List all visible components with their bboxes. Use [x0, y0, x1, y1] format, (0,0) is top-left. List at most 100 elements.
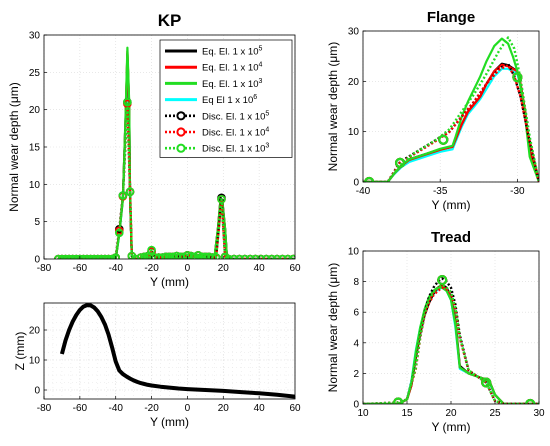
kp-series-6-marker	[82, 254, 92, 259]
kp-series-6-marker	[211, 253, 221, 259]
flange-y-tick-label-3: 30	[348, 27, 360, 38]
profile-y-tick-label-0: 0	[34, 386, 40, 397]
profile-x-tick-label-6: 40	[254, 403, 266, 414]
legend: Eq. El. 1 x 105 Eq. El. 1 x 104 Eq. El. 1 …	[159, 39, 293, 158]
profile-x-tick-label-4: 0	[185, 403, 191, 414]
kp-series-6-marker	[147, 245, 156, 255]
flange-marker-disc1e3-3	[512, 72, 523, 83]
kp-series-6-marker	[220, 252, 230, 259]
kp-series-6-marker	[262, 254, 271, 259]
kp-y-tick-label-4: 20	[29, 105, 41, 116]
profile-x-tick-label-3: -20	[144, 403, 159, 414]
tread-y-tick-label-3: 6	[353, 308, 359, 319]
kp-series-6-marker	[93, 254, 103, 259]
flange-series-6-line	[363, 36, 539, 182]
tread-title: Tread	[431, 229, 471, 246]
kp-x-tick-label-3: -20	[144, 263, 159, 274]
flange-x-tick-label-0: -40	[356, 186, 371, 197]
tread-x-tick-label-4: 30	[533, 408, 545, 419]
kp-series-6-marker	[75, 254, 85, 259]
kp-title: KP	[158, 11, 182, 30]
kp-series-group	[54, 46, 295, 259]
kp-series-6-marker	[267, 254, 276, 259]
flange-axes-box	[362, 30, 540, 183]
legend-label-4: Disc. El. 1 x 105	[202, 110, 269, 122]
kp-x-axis-label: Y (mm)	[150, 275, 189, 289]
flange-y-tick-label-0: 0	[353, 178, 359, 189]
flange-series-group	[363, 36, 539, 182]
tread-y-tick-label-4: 8	[353, 277, 359, 288]
kp-series-6-marker	[79, 254, 88, 259]
kp-series-6-marker	[71, 254, 81, 259]
tread-series-6-line	[363, 283, 539, 404]
legend-label-0: Eq. El. 1 x 105	[202, 46, 263, 58]
kp-series-6-marker	[115, 228, 124, 238]
kp-series-6-marker	[54, 254, 63, 259]
profile-y-axis-label: Z (mm)	[13, 332, 27, 371]
flange-marker-disc1e3-0	[364, 176, 375, 182]
tread-y-tick-label-0: 0	[353, 400, 359, 411]
flange-marker-disc1e3-2	[438, 134, 449, 145]
tread-series-3-line	[363, 286, 539, 404]
profile-series-0-line	[59, 303, 295, 399]
flange-x-axis-label: Y (mm)	[431, 198, 470, 212]
profile-series-group	[59, 303, 295, 399]
tread-series-group	[363, 274, 539, 404]
legend-label-6: Disc. El. 1 x 103	[202, 143, 269, 155]
kp-series-6-marker	[104, 254, 113, 259]
tread-y-axis-label: Normal wear depth (μm)	[326, 263, 340, 393]
profile-x-tick-label-7: 60	[289, 403, 301, 414]
kp-series-6-marker	[57, 254, 67, 259]
legend-label-3: Eq El 1 x 106	[202, 94, 257, 106]
kp-series-6-marker	[97, 254, 106, 259]
kp-x-tick-label-0: -80	[37, 263, 52, 274]
profile-y-tick-label-2: 20	[29, 326, 41, 337]
flange-series-5-line	[363, 63, 539, 182]
flange-panel: -40 -35 -30 0 10 20 30 Y (mm) Normal wear depth …	[326, 9, 540, 212]
legend-marker-6	[176, 143, 186, 153]
flange-x-tick-label-2: -30	[510, 186, 525, 197]
kp-panel: -80 -60 -40 -20 0 20 40 60 0 5 10 15 20 25 30 Y (mm) Nor…	[7, 11, 301, 289]
kp-y-tick-label-0: 0	[34, 255, 40, 266]
profile-x-tick-label-5: 20	[218, 403, 230, 414]
kp-series-6-marker	[208, 253, 217, 259]
profile-x-tick-label-0: -80	[37, 403, 52, 414]
kp-x-tick-label-5: 20	[218, 263, 230, 274]
kp-x-tick-label-7: 60	[289, 263, 301, 274]
kp-series-6-marker	[111, 253, 121, 259]
legend-label-1: Eq. El. 1 x 104	[202, 62, 263, 74]
kp-series-6-marker	[229, 254, 239, 259]
legend-marker-5	[176, 127, 186, 137]
kp-y-tick-label-1: 5	[34, 217, 40, 228]
kp-series-6-marker	[123, 97, 132, 107]
kp-series-6-marker	[131, 254, 140, 259]
flange-title: Flange	[427, 9, 475, 26]
kp-y-axis-label: Normal wear depth (μm)	[7, 82, 21, 212]
tread-x-axis-label: Y (mm)	[431, 420, 470, 434]
tread-panel: 10 15 20 25 30 0 2 4 6 8 10 Y (mm) Normal wear depth…	[326, 229, 545, 434]
kp-series-6-marker	[61, 254, 70, 259]
tread-x-tick-label-2: 20	[445, 408, 457, 419]
kp-series-6-marker	[278, 254, 287, 259]
profile-axes-box	[43, 302, 296, 400]
flange-y-tick-label-2: 20	[348, 77, 360, 88]
flange-y-axis-label: Normal wear depth (μm)	[326, 42, 340, 172]
tread-marker-disc1e3-0	[393, 397, 404, 404]
kp-series-6-marker	[68, 254, 77, 259]
profile-x-tick-label-2: -40	[108, 403, 123, 414]
tread-x-tick-label-1: 15	[401, 408, 413, 419]
kp-series-6-marker	[118, 191, 128, 200]
kp-series-6-marker	[125, 187, 135, 197]
profile-y-tick-label-1: 10	[29, 356, 41, 367]
kp-series-6-marker	[240, 254, 250, 259]
kp-x-tick-label-1: -60	[73, 263, 88, 274]
profile-panel: -80 -60 -40 -20 0 20 40 60 0 10 20 Y (mm) Z (mm)	[13, 302, 301, 429]
kp-series-6-marker	[283, 254, 293, 259]
kp-series-6-marker	[235, 254, 244, 259]
tread-y-tick-label-2: 4	[353, 338, 359, 349]
tread-y-tick-label-5: 10	[348, 247, 360, 258]
kp-series-6-marker	[272, 254, 282, 259]
profile-x-axis-label: Y (mm)	[150, 415, 189, 429]
kp-x-tick-label-4: 0	[185, 263, 191, 274]
